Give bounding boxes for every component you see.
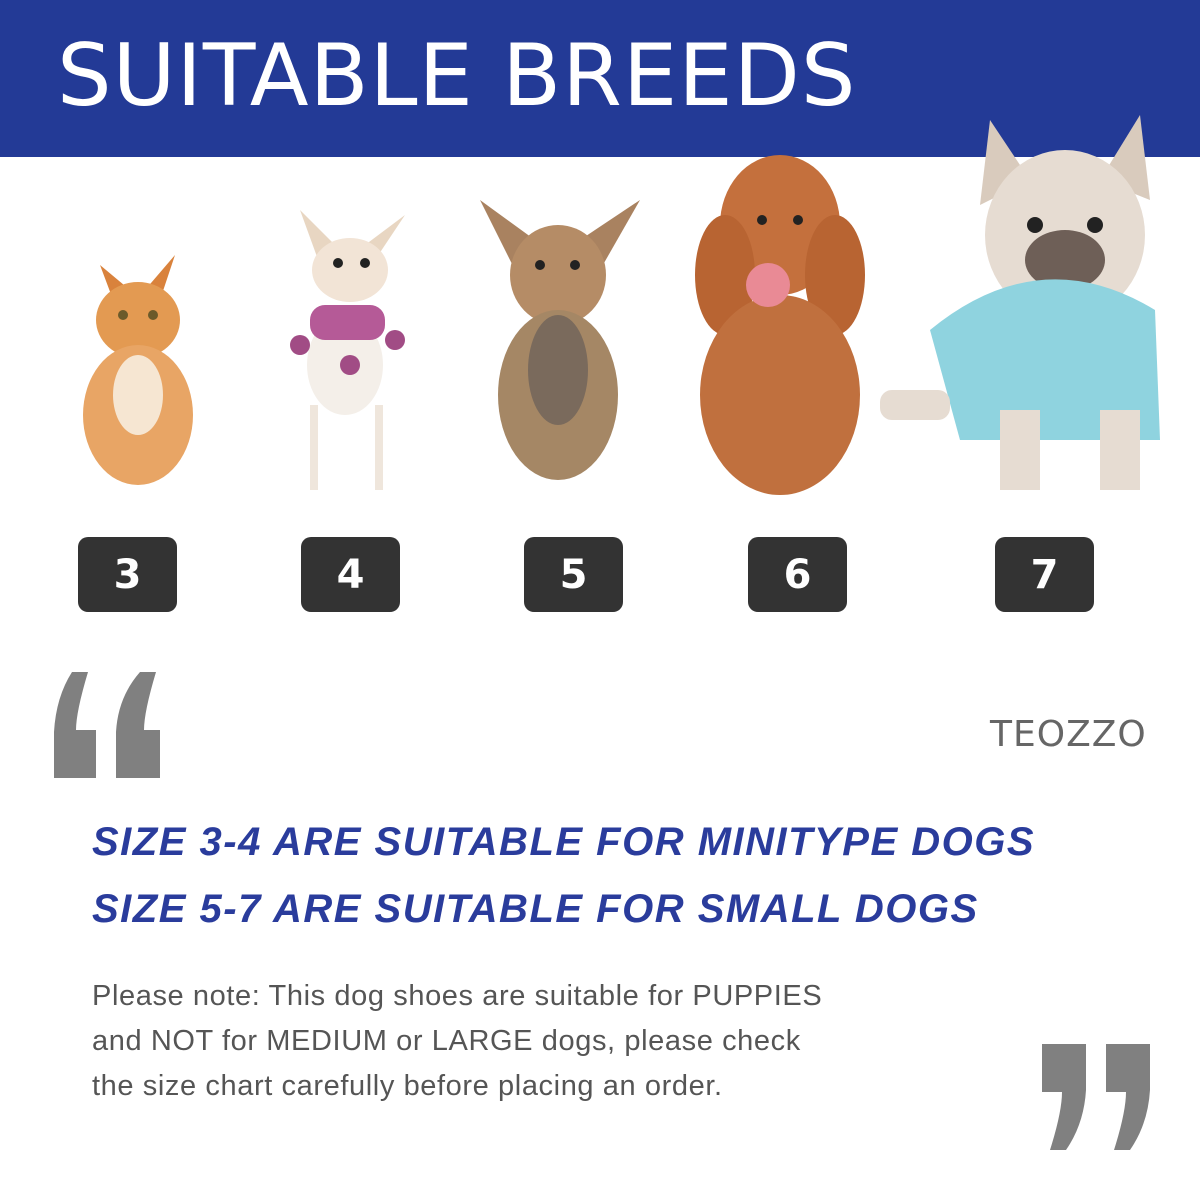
size-badge-5: 5	[524, 537, 623, 612]
size-badge-6: 6	[748, 537, 847, 612]
page-title: SUITABLE BREEDS	[57, 26, 857, 126]
size-badge-7: 7	[995, 537, 1094, 612]
note-line-1: Please note: This dog shoes are suitable…	[92, 980, 823, 1012]
yorkshire-terrier-image	[480, 200, 640, 480]
note-line-3: the size chart carefully before placing …	[92, 1070, 723, 1102]
kitten-image	[83, 255, 193, 485]
size-badge-3: 3	[78, 537, 177, 612]
brand-logo: TEOZZO	[990, 714, 1147, 755]
note-line-2: and NOT for MEDIUM or LARGE dogs, please…	[92, 1025, 801, 1057]
close-quote-icon	[1042, 1044, 1150, 1150]
header-banner: SUITABLE BREEDS	[0, 0, 1200, 157]
headline-line-1: SIZE 3-4 ARE SUITABLE FOR MINITYPE DOGS	[92, 820, 1036, 864]
size-badge-4: 4	[301, 537, 400, 612]
open-quote-icon	[54, 672, 160, 778]
chihuahua-image	[290, 210, 405, 490]
poodle-image	[695, 155, 865, 495]
headline-line-2: SIZE 5-7 ARE SUITABLE FOR SMALL DOGS	[92, 887, 979, 931]
french-bulldog-image	[880, 115, 1160, 490]
